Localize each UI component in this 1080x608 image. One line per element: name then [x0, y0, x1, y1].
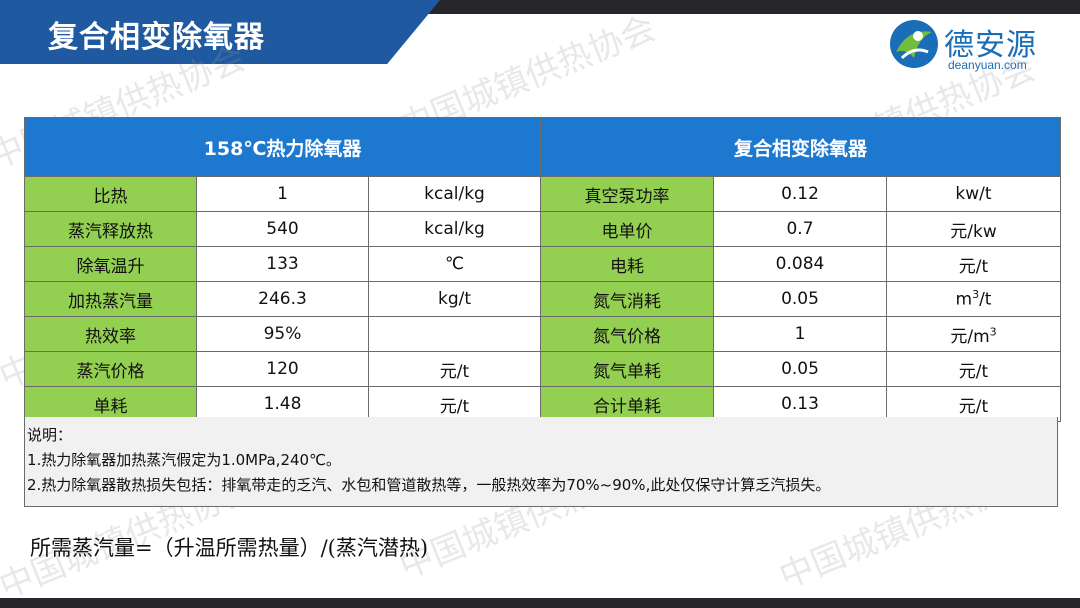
left-param-label: 热效率: [24, 316, 197, 352]
formula-text: 所需蒸汽量=（升温所需热量）/(蒸汽潜热): [30, 536, 429, 560]
right-param-unit: 元/m3: [886, 316, 1061, 352]
right-param-unit: kw/t: [886, 176, 1061, 212]
left-param-value: 1: [196, 176, 369, 212]
right-param-label: 合计单耗: [540, 386, 714, 422]
right-param-label: 电耗: [540, 246, 714, 282]
logo-text-en: deanyuan.com: [948, 58, 1027, 72]
right-param-unit: 元/kw: [886, 211, 1061, 247]
right-param-value: 0.05: [713, 281, 887, 317]
left-param-value: 120: [196, 351, 369, 387]
right-param-label: 真空泵功率: [540, 176, 714, 212]
notes-box: 说明： 1.热力除氧器加热蒸汽假定为1.0MPa,240℃。 2.热力除氧器散热…: [24, 417, 1058, 507]
table-row: 蒸汽价格 120 元/t 氮气单耗 0.05 元/t: [24, 351, 1061, 387]
left-param-value: 95%: [196, 316, 369, 352]
right-param-unit: 元/t: [886, 246, 1061, 282]
table-row: 加热蒸汽量 246.3 kg/t 氮气消耗 0.05 m3/t: [24, 281, 1061, 317]
left-param-value: 1.48: [196, 386, 369, 422]
left-param-value: 540: [196, 211, 369, 247]
right-param-label: 氮气单耗: [540, 351, 714, 387]
right-header: 复合相变除氧器: [540, 117, 1061, 177]
notes-heading: 说明：: [27, 426, 73, 444]
right-param-value: 0.12: [713, 176, 887, 212]
notes-line: 2.热力除氧器散热损失包括：排氧带走的乏汽、水包和管道散热等，一般热效率为70%…: [27, 476, 831, 494]
comparison-table: 158℃热力除氧器 复合相变除氧器 比热 1 kcal/kg 真空泵功率 0.1…: [24, 117, 1061, 422]
left-param-label: 蒸汽释放热: [24, 211, 197, 247]
right-param-value: 1: [713, 316, 887, 352]
logo: 德安源 deanyuan.com: [888, 18, 1078, 78]
left-param-label: 比热: [24, 176, 197, 212]
notes-line: 1.热力除氧器加热蒸汽假定为1.0MPa,240℃。: [27, 451, 341, 469]
logo-text-cn: 德安源: [944, 28, 1037, 63]
unit-superscript: 3: [972, 288, 980, 302]
table-header-row: 158℃热力除氧器 复合相变除氧器: [24, 117, 1061, 177]
table-row: 比热 1 kcal/kg 真空泵功率 0.12 kw/t: [24, 176, 1061, 212]
right-param-value: 0.7: [713, 211, 887, 247]
table-row: 单耗 1.48 元/t 合计单耗 0.13 元/t: [24, 386, 1061, 422]
right-param-label: 氮气价格: [540, 316, 714, 352]
right-param-label: 氮气消耗: [540, 281, 714, 317]
left-param-unit: kg/t: [368, 281, 541, 317]
unit-main: 元/m: [950, 326, 990, 347]
left-param-label: 加热蒸汽量: [24, 281, 197, 317]
unit-main: m: [955, 289, 973, 310]
left-param-value: 246.3: [196, 281, 369, 317]
unit-tail: /t: [979, 289, 992, 310]
page-title: 复合相变除氧器: [48, 20, 265, 55]
right-param-unit: 元/t: [886, 351, 1061, 387]
right-param-label: 电单价: [540, 211, 714, 247]
left-param-unit: 元/t: [368, 351, 541, 387]
table-row: 热效率 95% 氮气价格 1 元/m3: [24, 316, 1061, 352]
unit-superscript: 3: [989, 324, 997, 338]
table-row: 除氧温升 133 ℃ 电耗 0.084 元/t: [24, 246, 1061, 282]
left-param-label: 除氧温升: [24, 246, 197, 282]
left-param-label: 蒸汽价格: [24, 351, 197, 387]
right-param-value: 0.05: [713, 351, 887, 387]
left-header: 158℃热力除氧器: [24, 117, 541, 177]
left-param-unit: kcal/kg: [368, 176, 541, 212]
title-band: [0, 0, 440, 64]
left-param-unit: [368, 316, 541, 352]
right-param-unit: m3/t: [886, 281, 1061, 317]
left-param-value: 133: [196, 246, 369, 282]
left-param-unit: ℃: [368, 246, 541, 282]
table-row: 蒸汽释放热 540 kcal/kg 电单价 0.7 元/kw: [24, 211, 1061, 247]
bottom-bar: [0, 598, 1080, 608]
right-param-value: 0.084: [713, 246, 887, 282]
right-param-unit: 元/t: [886, 386, 1061, 422]
left-param-unit: 元/t: [368, 386, 541, 422]
logo-icon: [890, 20, 938, 68]
left-param-unit: kcal/kg: [368, 211, 541, 247]
